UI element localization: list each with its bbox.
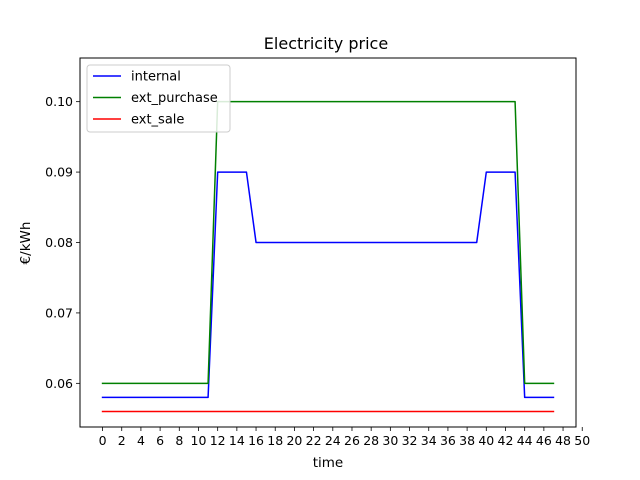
y-tick-label: 0.06 bbox=[45, 376, 73, 391]
x-tick-label: 18 bbox=[267, 433, 283, 448]
x-axis-ticks: 0 2 4 6 8 10 12 14 16 18 20 22 24 26 28 30 32 34 36 38 40 42 4… bbox=[99, 427, 590, 448]
x-tick-label: 40 bbox=[478, 433, 494, 448]
legend-label: internal bbox=[131, 70, 181, 85]
chart-title: Electricity price bbox=[264, 34, 388, 53]
x-tick-label: 30 bbox=[382, 433, 398, 448]
legend-label: ext_purchase bbox=[131, 91, 218, 106]
x-tick-label: 26 bbox=[344, 433, 360, 448]
y-axis-ticks: 0.06 0.07 0.08 0.09 0.10 bbox=[45, 94, 80, 391]
x-tick-label: 46 bbox=[536, 433, 552, 448]
x-tick-label: 42 bbox=[498, 433, 514, 448]
y-tick-label: 0.07 bbox=[45, 305, 73, 320]
y-tick-label: 0.09 bbox=[45, 165, 73, 180]
x-tick-label: 20 bbox=[286, 433, 302, 448]
y-tick-label: 0.10 bbox=[45, 94, 73, 109]
x-tick-label: 2 bbox=[118, 433, 126, 448]
legend: internal ext_purchase ext_sale bbox=[86, 64, 231, 133]
y-tick-label: 0.08 bbox=[45, 235, 73, 250]
x-tick-label: 6 bbox=[156, 433, 164, 448]
series-layer bbox=[101, 100, 555, 413]
x-tick-label: 50 bbox=[574, 433, 590, 448]
x-tick-label: 22 bbox=[306, 433, 322, 448]
x-tick-label: 14 bbox=[229, 433, 245, 448]
x-tick-label: 8 bbox=[175, 433, 183, 448]
x-tick-label: 24 bbox=[325, 433, 341, 448]
x-tick-label: 48 bbox=[555, 433, 571, 448]
x-tick-label: 38 bbox=[459, 433, 475, 448]
x-axis-label: time bbox=[313, 455, 344, 471]
x-tick-label: 36 bbox=[440, 433, 456, 448]
x-tick-label: 12 bbox=[210, 433, 226, 448]
x-tick-label: 4 bbox=[137, 433, 145, 448]
x-tick-label: 0 bbox=[99, 433, 107, 448]
y-axis-label: €/kWh bbox=[18, 222, 34, 265]
x-tick-label: 10 bbox=[191, 433, 207, 448]
x-tick-label: 32 bbox=[402, 433, 418, 448]
x-tick-label: 44 bbox=[517, 433, 533, 448]
series-line-ext-purchase bbox=[101, 100, 555, 385]
x-tick-label: 16 bbox=[248, 433, 264, 448]
legend-label: ext_sale bbox=[131, 113, 184, 128]
x-tick-label: 34 bbox=[421, 433, 437, 448]
legend-items: internal ext_purchase ext_sale bbox=[93, 70, 218, 128]
series-line-internal bbox=[101, 171, 555, 399]
legend-frame bbox=[86, 64, 231, 133]
x-tick-label: 28 bbox=[363, 433, 379, 448]
